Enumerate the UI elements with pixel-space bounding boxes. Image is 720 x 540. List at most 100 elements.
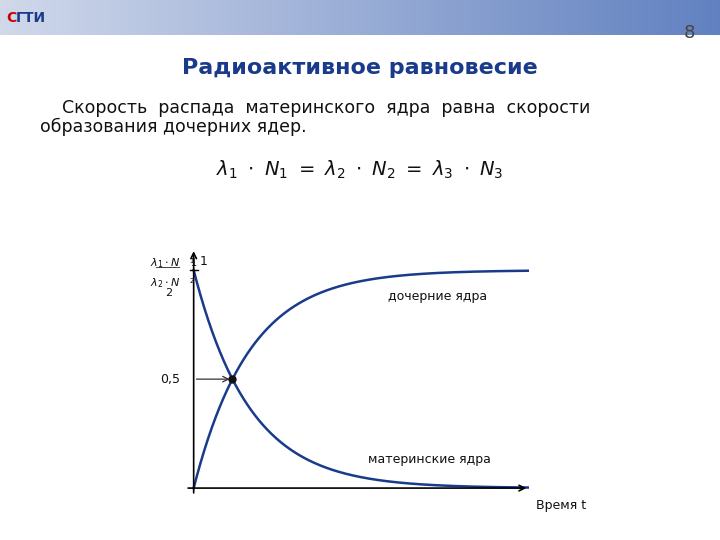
Bar xyxy=(283,0,286,35)
Bar xyxy=(240,0,243,35)
Text: $_1$: $_1$ xyxy=(189,256,195,266)
Bar xyxy=(310,0,312,35)
Bar xyxy=(576,0,578,35)
Bar xyxy=(312,0,315,35)
Bar xyxy=(94,0,96,35)
Bar xyxy=(639,0,641,35)
Bar xyxy=(684,0,686,35)
Bar xyxy=(132,0,135,35)
Bar xyxy=(641,0,643,35)
Bar xyxy=(444,0,446,35)
Bar xyxy=(355,0,358,35)
Bar xyxy=(197,0,199,35)
Bar xyxy=(108,0,110,35)
Bar xyxy=(713,0,715,35)
Bar xyxy=(326,0,329,35)
Bar xyxy=(542,0,545,35)
Bar xyxy=(209,0,211,35)
Bar xyxy=(521,0,523,35)
Bar xyxy=(81,0,84,35)
Bar xyxy=(506,0,509,35)
Bar xyxy=(99,0,101,35)
Bar xyxy=(631,0,634,35)
Bar xyxy=(497,0,499,35)
Bar xyxy=(230,0,233,35)
Bar xyxy=(562,0,564,35)
Bar xyxy=(142,0,144,35)
Bar xyxy=(235,0,238,35)
Bar xyxy=(492,0,495,35)
Bar xyxy=(211,0,214,35)
Bar xyxy=(682,0,684,35)
Bar xyxy=(629,0,631,35)
Bar xyxy=(343,0,346,35)
Bar xyxy=(459,0,461,35)
Bar xyxy=(466,0,468,35)
Bar xyxy=(379,0,382,35)
Bar xyxy=(250,0,252,35)
Bar xyxy=(86,0,89,35)
Text: $_2$: $_2$ xyxy=(189,276,195,286)
Bar xyxy=(511,0,513,35)
Bar xyxy=(610,0,612,35)
Bar xyxy=(578,0,581,35)
Bar xyxy=(513,0,516,35)
Bar xyxy=(475,0,477,35)
Bar xyxy=(552,0,554,35)
Text: С: С xyxy=(6,11,16,24)
Bar xyxy=(391,0,394,35)
Bar xyxy=(549,0,552,35)
Bar xyxy=(331,0,333,35)
Bar xyxy=(389,0,391,35)
Bar xyxy=(74,0,77,35)
Bar xyxy=(557,0,559,35)
Bar xyxy=(158,0,161,35)
Bar xyxy=(711,0,713,35)
Bar xyxy=(137,0,139,35)
Bar xyxy=(554,0,557,35)
Bar xyxy=(207,0,209,35)
Bar xyxy=(708,0,711,35)
Bar xyxy=(603,0,605,35)
Bar xyxy=(482,0,485,35)
Bar xyxy=(261,0,264,35)
Bar xyxy=(189,0,192,35)
Bar xyxy=(401,0,403,35)
Bar xyxy=(559,0,562,35)
Bar xyxy=(387,0,389,35)
Bar xyxy=(653,0,655,35)
Bar xyxy=(182,0,185,35)
Bar xyxy=(650,0,653,35)
Bar xyxy=(286,0,288,35)
Bar xyxy=(480,0,482,35)
Bar xyxy=(430,0,432,35)
Text: Радиоактивное равновесие: Радиоактивное равновесие xyxy=(182,57,538,78)
Bar xyxy=(254,0,257,35)
Bar xyxy=(144,0,146,35)
Bar xyxy=(655,0,657,35)
Bar xyxy=(398,0,401,35)
Bar xyxy=(706,0,708,35)
Bar xyxy=(178,0,180,35)
Bar xyxy=(595,0,598,35)
Bar xyxy=(432,0,434,35)
Bar xyxy=(17,0,19,35)
Bar xyxy=(516,0,518,35)
Bar xyxy=(446,0,449,35)
Bar xyxy=(333,0,336,35)
Bar xyxy=(5,0,7,35)
Bar xyxy=(531,0,533,35)
Bar xyxy=(410,0,413,35)
Text: Время t: Время t xyxy=(536,499,586,512)
Text: 1: 1 xyxy=(199,255,207,268)
Bar xyxy=(473,0,475,35)
Bar xyxy=(502,0,504,35)
Bar xyxy=(271,0,274,35)
Bar xyxy=(120,0,122,35)
Bar xyxy=(307,0,310,35)
Bar xyxy=(216,0,218,35)
Text: $\lambda_2 \cdot N$: $\lambda_2 \cdot N$ xyxy=(150,276,180,289)
Bar xyxy=(441,0,444,35)
Bar xyxy=(518,0,521,35)
Bar xyxy=(715,0,718,35)
